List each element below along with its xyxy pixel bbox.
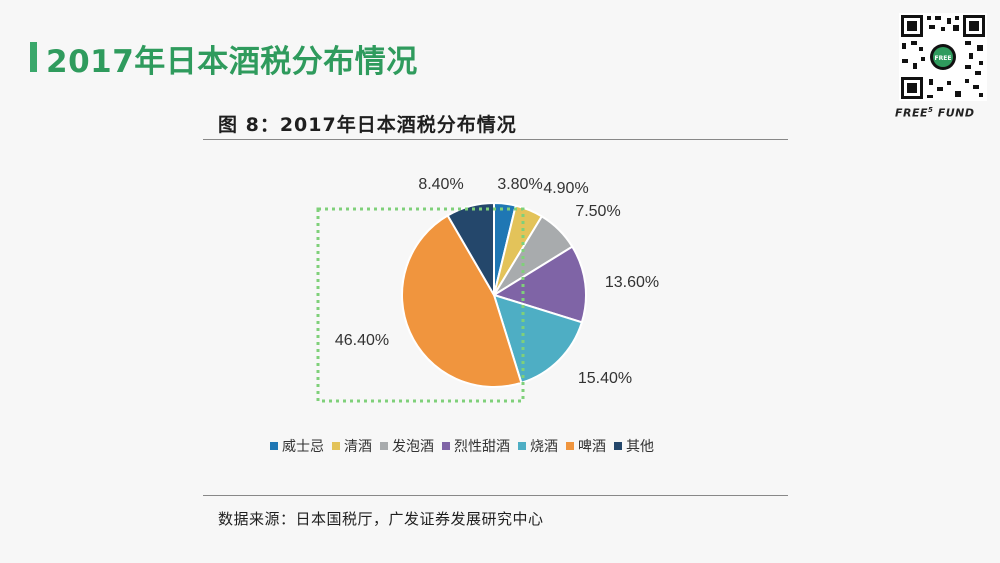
pie-slice-5 bbox=[492, 293, 584, 385]
caption-divider bbox=[203, 139, 788, 140]
data-source: 数据来源：日本国税厅，广发证券发展研究中心 bbox=[218, 510, 544, 528]
legend-item-4: 烈性甜酒 bbox=[442, 436, 510, 456]
qr-code-icon: FREE bbox=[899, 13, 987, 101]
legend-label: 威士忌 bbox=[282, 439, 324, 455]
pie-value-label-7: 8.40% bbox=[418, 176, 463, 193]
legend-item-5: 烧酒 bbox=[518, 436, 558, 456]
legend-label: 清酒 bbox=[344, 439, 372, 455]
legend-swatch bbox=[380, 442, 388, 450]
legend-label: 烈性甜酒 bbox=[454, 439, 510, 455]
legend-swatch bbox=[270, 442, 278, 450]
chart-legend: 威士忌 清酒 发泡酒 烈性甜酒 烧酒 啤酒 其他 bbox=[270, 436, 662, 456]
legend-item-6: 啤酒 bbox=[566, 436, 606, 456]
figure-caption: 图 8：2017年日本酒税分布情况 bbox=[218, 114, 517, 136]
slide-title: 2017年日本酒税分布情况 bbox=[46, 44, 418, 80]
legend-swatch bbox=[614, 442, 622, 450]
pie-slice-6 bbox=[401, 214, 523, 388]
pie-value-label-4: 13.60% bbox=[605, 274, 659, 291]
legend-label: 发泡酒 bbox=[392, 439, 434, 455]
legend-label: 其他 bbox=[626, 439, 654, 455]
legend-item-7: 其他 bbox=[614, 436, 654, 456]
legend-item-2: 清酒 bbox=[332, 436, 372, 456]
brand-name: FREE5 FUND bbox=[895, 106, 975, 120]
legend-swatch bbox=[442, 442, 450, 450]
source-divider bbox=[203, 495, 788, 496]
pie-slice-4 bbox=[491, 245, 587, 324]
highlight-box bbox=[316, 207, 525, 403]
legend-swatch bbox=[332, 442, 340, 450]
pie-slice-7 bbox=[446, 201, 495, 299]
legend-item-3: 发泡酒 bbox=[380, 436, 434, 456]
legend-label: 啤酒 bbox=[578, 439, 606, 455]
legend-item-1: 威士忌 bbox=[270, 436, 324, 456]
legend-swatch bbox=[518, 442, 526, 450]
pie-value-label-5: 15.40% bbox=[578, 370, 632, 387]
pie-value-label-6: 46.40% bbox=[335, 332, 389, 349]
legend-label: 烧酒 bbox=[530, 439, 558, 455]
title-accent-bar bbox=[30, 42, 37, 72]
pie-value-label-2: 4.90% bbox=[543, 180, 588, 197]
pie-value-label-3: 7.50% bbox=[575, 203, 620, 220]
pie-value-label-1: 3.80% bbox=[497, 176, 542, 193]
svg-text:FREE: FREE bbox=[935, 55, 952, 62]
legend-swatch bbox=[566, 442, 574, 450]
